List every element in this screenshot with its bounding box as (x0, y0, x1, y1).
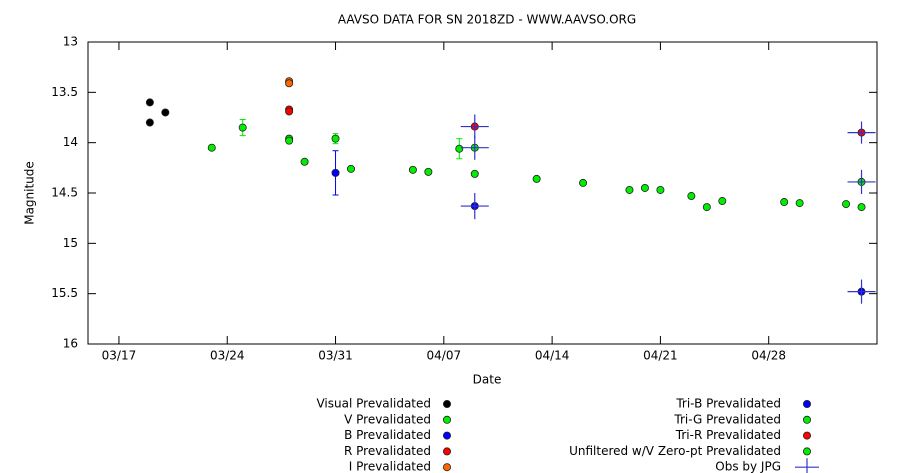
legend-entry: Obs by JPG (715, 458, 819, 473)
data-point (207, 143, 216, 152)
series (331, 150, 340, 196)
data-point (857, 203, 866, 212)
data-point (780, 198, 789, 207)
legend-entry: V Prevalidated (344, 412, 451, 426)
legend-marker (442, 415, 451, 424)
legend-marker (442, 447, 451, 456)
cross-marker (847, 279, 876, 304)
data-point (424, 167, 433, 176)
legend-entry: R Prevalidated (344, 444, 451, 458)
cross-marker (460, 135, 489, 160)
legend-entry: Unfiltered w/V Zero-pt Prevalidated (569, 444, 812, 458)
series (532, 174, 588, 187)
x-tick-label: 03/17 (102, 349, 137, 363)
data-point (625, 185, 634, 194)
legend-marker (803, 431, 812, 440)
cross-marker (460, 114, 489, 139)
series (285, 105, 294, 116)
legend-label: Visual Prevalidated (316, 397, 431, 411)
legend-entry: I Prevalidated (349, 460, 451, 473)
legend-entry: Tri-G Prevalidated (673, 412, 812, 426)
cross-marker (847, 169, 876, 195)
legend-label: Unfiltered w/V Zero-pt Prevalidated (569, 444, 781, 458)
data-point (470, 169, 479, 178)
x-tick-label: 03/24 (210, 349, 245, 363)
data-point (702, 203, 711, 212)
y-tick-label: 15.5 (51, 286, 78, 300)
cross-marker (847, 121, 876, 144)
x-tick-label: 04/07 (427, 349, 462, 363)
y-tick-label: 14 (63, 135, 78, 149)
data-point (300, 157, 309, 166)
x-tick-label: 04/14 (535, 349, 570, 363)
y-tick-label: 13 (63, 35, 78, 49)
y-tick-label: 15 (63, 236, 78, 250)
data-point (285, 79, 294, 88)
series (207, 119, 866, 212)
series (460, 114, 876, 304)
data-point (532, 174, 541, 183)
legend-label: V Prevalidated (344, 412, 431, 426)
data-point (640, 183, 649, 192)
cross-marker (460, 193, 489, 220)
x-tick-label: 04/21 (643, 349, 678, 363)
data-point (455, 144, 464, 153)
series (145, 98, 170, 127)
data-point (145, 118, 154, 127)
data-point (656, 185, 665, 194)
legend-marker (442, 399, 451, 408)
data-point (285, 107, 294, 116)
y-axis-label: Magnitude (23, 161, 37, 225)
data-point (346, 164, 355, 173)
data-point (718, 197, 727, 206)
legend-marker (803, 399, 812, 408)
legend-marker (803, 415, 812, 424)
legend-label: R Prevalidated (344, 444, 431, 458)
series (285, 77, 294, 88)
legend-label: B Prevalidated (344, 428, 431, 442)
y-tick-label: 14.5 (51, 186, 78, 200)
legend-label: Tri-G Prevalidated (673, 412, 781, 426)
y-tick-label: 16 (63, 337, 78, 351)
legend-label: Obs by JPG (715, 460, 781, 473)
chart-title: AAVSO DATA FOR SN 2018ZD - WWW.AAVSO.ORG (338, 13, 636, 27)
data-point (579, 178, 588, 187)
data-point (145, 98, 154, 107)
data-point (331, 168, 340, 177)
y-tick-label: 13.5 (51, 85, 78, 99)
x-tick-label: 04/28 (751, 349, 786, 363)
data-point (285, 136, 294, 145)
legend-label: Tri-B Prevalidated (675, 397, 781, 411)
legend-entry: B Prevalidated (344, 428, 451, 442)
data-point (408, 165, 417, 174)
data-point (842, 200, 851, 209)
x-axis-label: Date (473, 373, 502, 387)
data-point (238, 123, 247, 132)
legend-marker (803, 447, 812, 456)
data-point (795, 199, 804, 208)
legend-marker (442, 463, 451, 472)
data-point (161, 108, 170, 117)
legend-entry: Tri-B Prevalidated (675, 397, 812, 411)
legend-entry: Tri-R Prevalidated (675, 428, 812, 442)
legend-label: Tri-R Prevalidated (675, 428, 781, 442)
data-point (331, 134, 340, 143)
legend-marker (442, 431, 451, 440)
data-point (687, 192, 696, 201)
legend-entry: Visual Prevalidated (316, 397, 451, 411)
legend-label: I Prevalidated (349, 460, 431, 473)
x-tick-label: 03/31 (318, 349, 353, 363)
